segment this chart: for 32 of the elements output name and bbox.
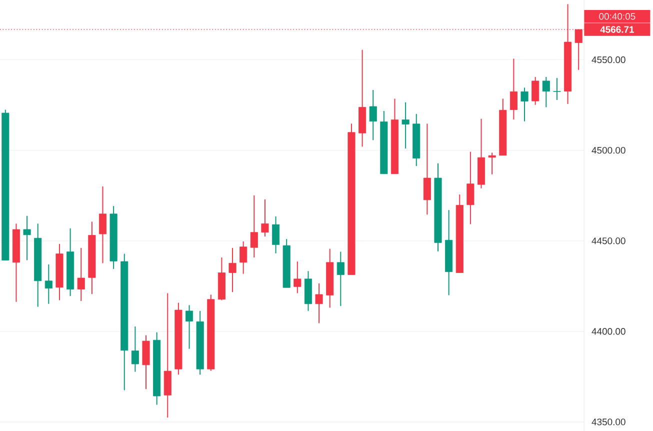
- candlestick: [228, 247, 236, 293]
- candlestick: [44, 264, 52, 304]
- candlestick: [98, 186, 107, 264]
- candlestick: [250, 194, 258, 258]
- ref-line-label: 4566.71: [600, 26, 634, 33]
- y-tick-label: 4350.00: [592, 418, 626, 426]
- y-tick-label: 4500.00: [592, 146, 626, 154]
- candlestick: [553, 78, 561, 100]
- candlestick: [261, 198, 269, 238]
- candlestick: [520, 87, 528, 122]
- candlestick: [488, 152, 496, 175]
- candlestick: [185, 304, 194, 350]
- candlestick: [532, 76, 540, 106]
- candlestick: [510, 58, 518, 120]
- y-tick-label: 4400.00: [592, 328, 626, 335]
- candlestick: [369, 89, 377, 141]
- candlestick: [77, 247, 85, 302]
- candlestick: [142, 334, 150, 390]
- candlestick: [23, 215, 31, 261]
- candlestick: [315, 282, 323, 324]
- y-tick-label: 4550.00: [592, 56, 626, 64]
- candlestick: [423, 123, 431, 216]
- candlestick: [336, 251, 344, 307]
- candlestick: [294, 260, 302, 294]
- candlestick: [402, 102, 410, 149]
- candlestick: [272, 216, 280, 254]
- text: 00:40:05: [599, 13, 636, 20]
- candlestick: [131, 326, 139, 372]
- y-tick-label: 4450.00: [592, 238, 626, 244]
- candlestick: [542, 76, 550, 108]
- candlestick: [240, 240, 248, 274]
- candlestick: [466, 151, 474, 225]
